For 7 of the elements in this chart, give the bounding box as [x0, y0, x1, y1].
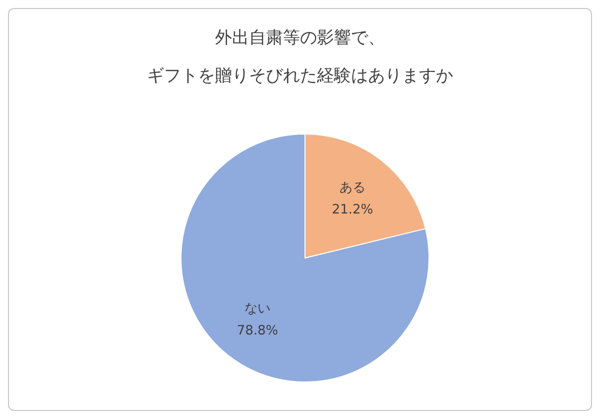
chart-title: 外出自粛等の影響で、	[214, 27, 386, 50]
slice-label: ある	[340, 180, 366, 196]
slice-label: ない	[244, 301, 270, 316]
data-label: 21.2%	[332, 202, 374, 218]
data-label: 78.8%	[236, 323, 278, 338]
pie-slice	[180, 134, 430, 382]
chart-subtitle: ギフトを贈りそびれた経験はありますか	[146, 65, 454, 88]
